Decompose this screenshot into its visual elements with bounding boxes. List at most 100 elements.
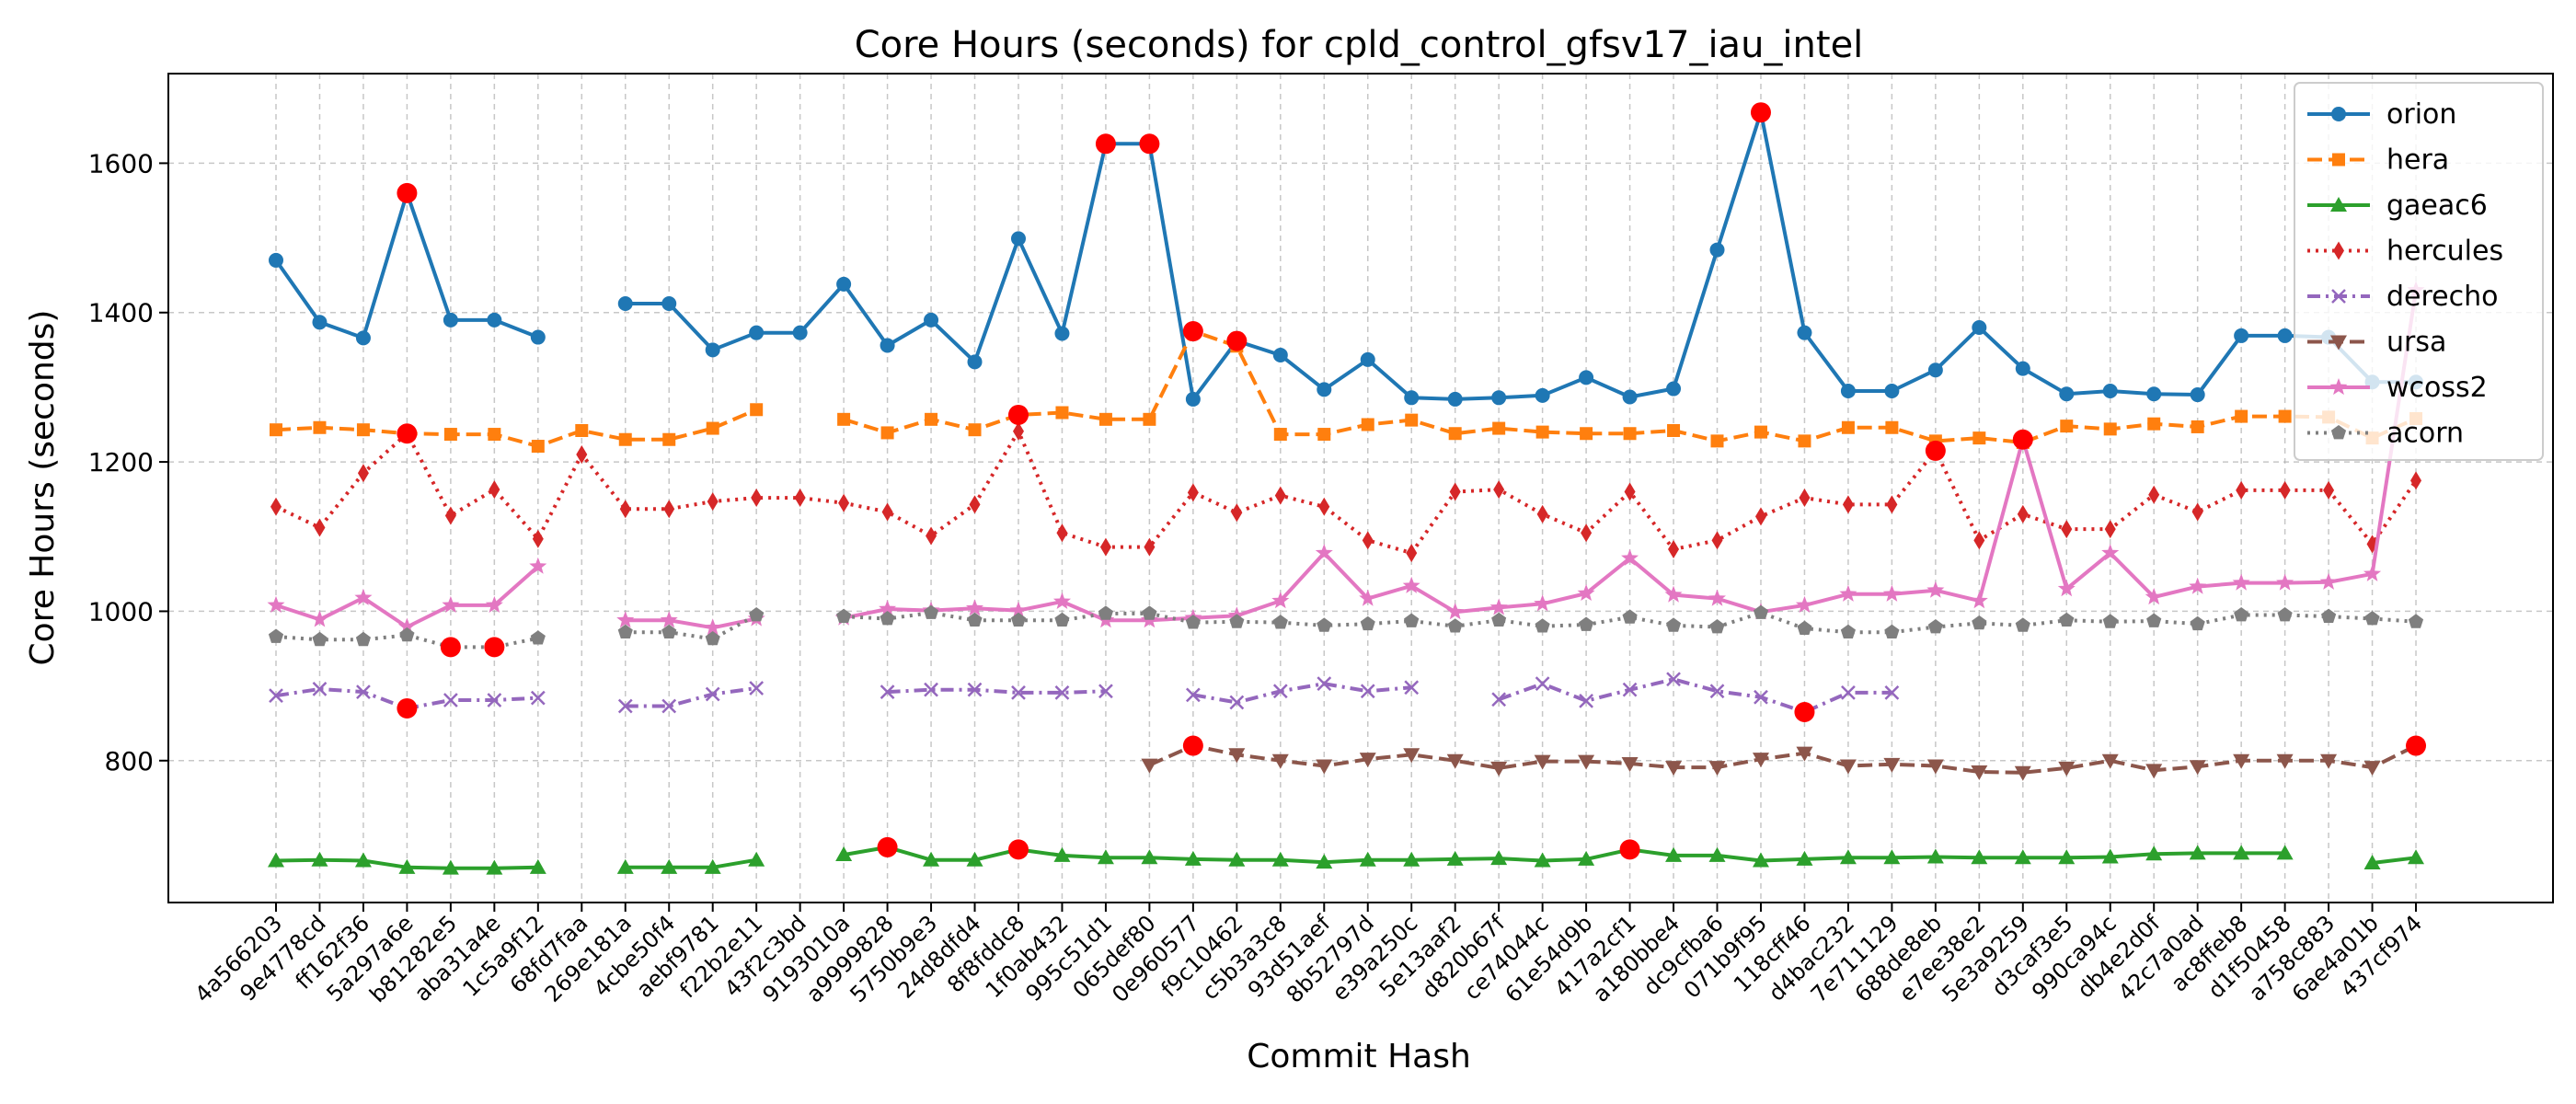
data-point-derecho xyxy=(1185,687,1201,703)
data-point-hercules xyxy=(357,464,369,483)
data-point-hercules xyxy=(1318,497,1330,516)
legend-label: wcoss2 xyxy=(2386,372,2488,404)
data-point-gaeac6 xyxy=(311,851,328,867)
series-line-derecho xyxy=(1192,682,1412,705)
data-point-acorn xyxy=(2408,614,2424,628)
data-point-hercules xyxy=(1406,544,1418,563)
data-point-hercules xyxy=(1973,531,1985,550)
data-point-hercules xyxy=(1449,482,1461,501)
data-point-hercules xyxy=(1012,421,1024,441)
data-point-hera xyxy=(662,432,676,446)
legend-item-gaeac6: gaeac6 xyxy=(2307,190,2488,222)
data-point-hera xyxy=(880,426,894,440)
x-marker-stroke xyxy=(1054,685,1070,700)
data-point-hera xyxy=(1317,428,1331,442)
y-tick-label: 1200 xyxy=(88,447,154,477)
data-point-orion xyxy=(1579,370,1594,385)
data-point-hercules xyxy=(1493,480,1505,500)
data-point-acorn xyxy=(1142,605,1157,620)
data-point-gaeac6 xyxy=(1490,850,1508,866)
highlight-point xyxy=(1794,702,1815,723)
data-point-orion xyxy=(2277,328,2293,343)
data-point-hercules xyxy=(2148,485,2160,504)
data-point-wcoss2 xyxy=(2232,573,2250,591)
data-point-orion xyxy=(2102,383,2118,398)
data-point-hercules xyxy=(576,444,588,464)
x-axis-label: Commit Hash xyxy=(1247,1038,1471,1075)
legend-label: ursa xyxy=(2386,327,2446,359)
data-point-acorn xyxy=(1972,615,1987,630)
data-point-orion xyxy=(1927,362,1943,378)
highlight-point xyxy=(1226,330,1248,351)
highlight-point xyxy=(1182,735,1203,756)
chart-title: Core Hours (seconds) for cpld_control_gf… xyxy=(855,24,1864,66)
data-point-derecho xyxy=(1622,682,1638,697)
data-point-ursa xyxy=(1271,753,1289,769)
data-point-ursa xyxy=(1316,759,1333,775)
data-point-orion xyxy=(1317,382,1332,397)
data-point-acorn xyxy=(1927,619,1943,634)
data-point-derecho xyxy=(1404,680,1420,696)
series-hera xyxy=(270,325,2423,454)
data-point-hercules xyxy=(2236,480,2248,500)
data-point-wcoss2 xyxy=(1534,594,1552,612)
data-point-derecho xyxy=(1535,676,1550,692)
data-point-hera xyxy=(531,440,545,454)
data-point-wcoss2 xyxy=(966,599,983,616)
data-point-acorn xyxy=(1317,617,1332,632)
data-point-gaeac6 xyxy=(1796,850,1813,866)
data-point-orion xyxy=(1709,242,1725,258)
data-point-ursa xyxy=(2058,761,2076,776)
legend-label: derecho xyxy=(2386,281,2499,313)
x-marker-stroke xyxy=(312,681,328,696)
data-point-gaeac6 xyxy=(2276,845,2294,860)
data-point-ursa xyxy=(1403,748,1420,764)
data-point-ursa xyxy=(1752,753,1769,768)
data-point-hera xyxy=(1710,434,1724,448)
data-point-hera xyxy=(1798,434,1811,448)
series-line-gaeac6 xyxy=(2372,856,2417,865)
x-marker-stroke xyxy=(1317,676,1332,692)
data-point-hera xyxy=(1667,423,1681,437)
data-point-hera xyxy=(837,412,851,426)
x-marker-stroke xyxy=(1360,684,1375,699)
data-point-derecho xyxy=(312,681,328,696)
x-marker-stroke xyxy=(1579,693,1593,708)
x-marker-stroke xyxy=(443,693,458,707)
x-marker-stroke xyxy=(487,693,502,707)
data-point-hera xyxy=(1405,413,1419,427)
highlight-point xyxy=(397,697,418,719)
data-point-orion xyxy=(924,312,939,328)
data-point-gaeac6 xyxy=(2058,849,2076,865)
data-point-wcoss2 xyxy=(704,618,722,636)
data-point-gaeac6 xyxy=(1752,852,1769,868)
data-point-derecho xyxy=(1666,672,1681,687)
data-point-hera xyxy=(750,403,764,417)
highlight-point xyxy=(2012,429,2033,450)
data-point-hera xyxy=(2103,422,2117,436)
data-point-wcoss2 xyxy=(397,617,416,635)
series-line-derecho xyxy=(1498,677,1892,714)
x-marker-stroke xyxy=(661,698,677,714)
data-point-hera xyxy=(1098,412,1112,426)
y-axis: 800 1000 1200 1400 1600 xyxy=(88,148,168,776)
data-point-ursa xyxy=(1446,753,1464,769)
legend-label: acorn xyxy=(2386,418,2464,450)
data-point-ursa xyxy=(1708,761,1726,776)
x-marker-stroke xyxy=(705,686,720,702)
highlight-layer xyxy=(397,102,2427,860)
data-point-acorn xyxy=(2321,608,2337,623)
data-point-orion xyxy=(1840,383,1856,398)
data-point-derecho xyxy=(269,688,283,704)
data-point-wcoss2 xyxy=(1664,585,1683,603)
data-point-hercules xyxy=(444,506,456,525)
data-point-hercules xyxy=(1711,531,1723,550)
series-line-hercules xyxy=(275,429,2418,556)
data-point-acorn xyxy=(2015,617,2030,632)
data-point-hera xyxy=(1623,427,1637,441)
data-point-wcoss2 xyxy=(1489,598,1508,615)
data-point-hera xyxy=(1885,420,1899,434)
series-ursa xyxy=(1141,739,2425,781)
series-line-derecho xyxy=(887,687,1106,695)
data-point-hera xyxy=(1055,406,1069,420)
